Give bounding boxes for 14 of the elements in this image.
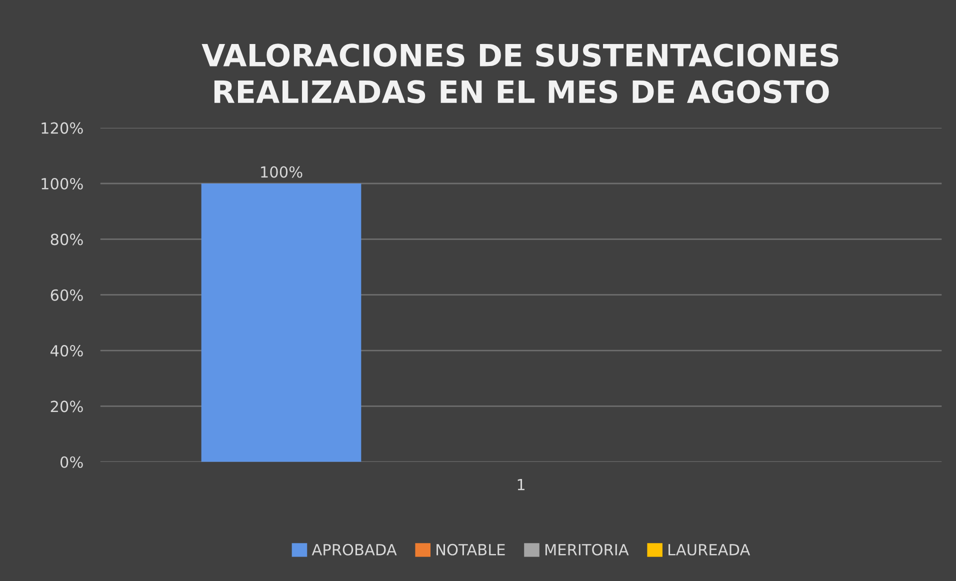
legend-label: APROBADA (312, 544, 397, 556)
y-tick-label: 120% (42, 122, 83, 134)
data-label: 100% (261, 166, 302, 178)
y-tick-label: 60% (50, 289, 83, 301)
legend-label: MERITORIA (545, 544, 629, 556)
y-tick-label: 40% (50, 345, 83, 357)
y-tick-label: 0% (60, 456, 83, 468)
y-tick-label: 20% (50, 400, 83, 412)
y-tick-label: 100% (42, 178, 83, 190)
x-tick-label: 1 (518, 479, 524, 490)
chart-title: VALORACIONES DE SUSTENTACIONES REALIZADAS EN EL MES DE AGOSTO (202, 44, 838, 104)
y-tick-label: 80% (50, 234, 83, 246)
legend-label: LAUREADA (668, 544, 750, 556)
legend-label: NOTABLE (436, 544, 505, 556)
